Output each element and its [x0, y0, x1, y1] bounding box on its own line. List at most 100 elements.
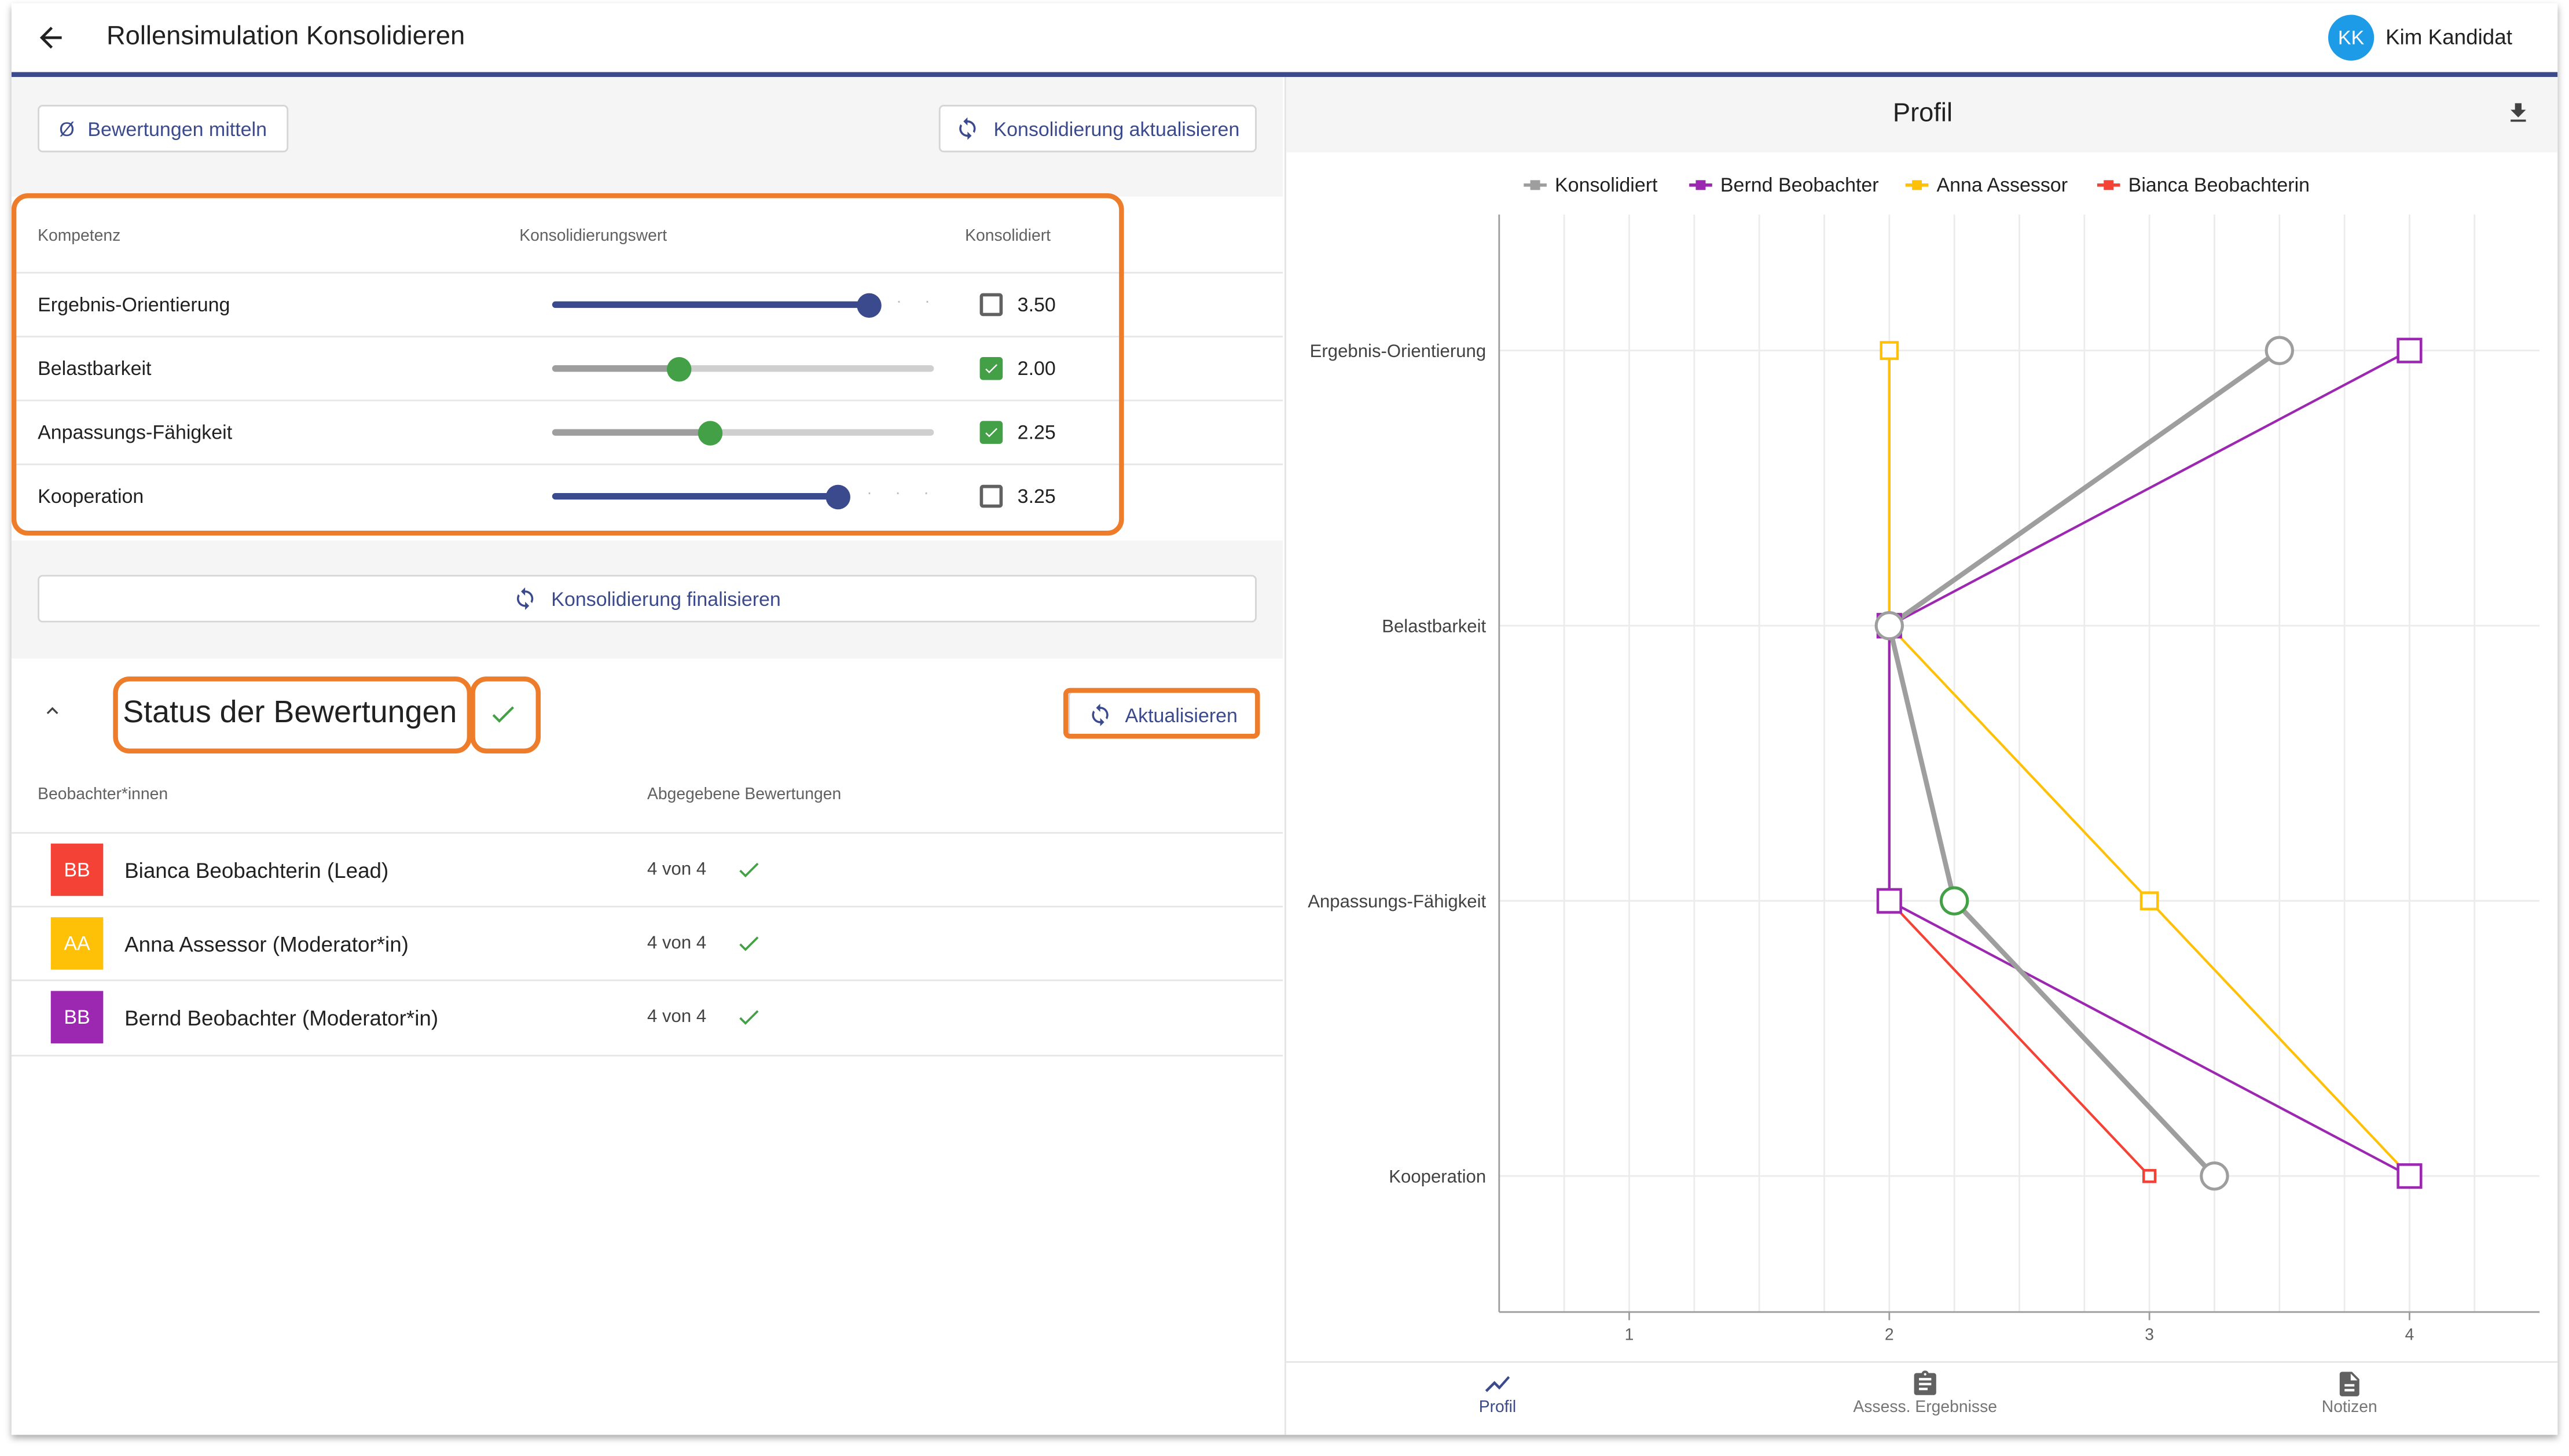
- observer-row: AA Anna Assessor (Moderator*in) 4 von 4: [11, 906, 1283, 981]
- x-tick-label: 4: [2405, 1325, 2414, 1343]
- highlight-frame: [470, 676, 541, 753]
- consolidated-checkbox[interactable]: [979, 484, 1003, 508]
- observer-row: BB Bernd Beobachter (Moderator*in) 4 von…: [11, 979, 1283, 1057]
- slider-track-filled: [552, 429, 711, 436]
- check-icon: [985, 364, 998, 374]
- slider-thumb[interactable]: [666, 357, 692, 382]
- x-tick-label: 2: [1885, 1325, 1894, 1343]
- chevron-up-icon[interactable]: [41, 700, 64, 723]
- data-point: [2200, 1161, 2229, 1191]
- slider-thumb[interactable]: [825, 484, 850, 510]
- app-window: Rollensimulation Konsolidieren KK Kim Ka…: [11, 3, 2558, 1435]
- profile-chart: 1 2 3 4 Ergebnis-Orientierung Belastbarkeit An…: [1308, 174, 2540, 1343]
- consolidation-value: 3.25: [1017, 484, 1056, 508]
- legend-marker: [1912, 180, 1922, 190]
- highlight-frame: [1063, 687, 1260, 739]
- category-label: Belastbarkeit: [1382, 616, 1486, 637]
- tab-profile[interactable]: Profil: [1430, 1369, 1565, 1435]
- data-point: [2142, 1169, 2157, 1183]
- check-icon: [492, 706, 515, 723]
- submitted-count: 4 von 4: [647, 859, 707, 880]
- slider-track-filled[interactable]: [552, 492, 839, 500]
- x-tick-label: 3: [2145, 1325, 2154, 1343]
- competence-table: Kompetenz Konsolidierungswert Konsolidie…: [11, 196, 1283, 541]
- clipboard-icon: [1914, 1370, 1936, 1395]
- data-point: [1939, 886, 1969, 915]
- series-line: [1888, 350, 2410, 1177]
- legend-entry: Anna Assessor: [1937, 174, 2068, 196]
- sync-icon: [1091, 704, 1108, 726]
- download-icon[interactable]: [2505, 100, 2531, 126]
- data-point: [1874, 611, 1904, 641]
- col-submitted: Abgegebene Bewertungen: [647, 786, 842, 804]
- observer-avatar: AA: [50, 917, 104, 970]
- data-point: [1876, 888, 1902, 914]
- slider-track-filled[interactable]: [552, 301, 870, 308]
- competence-row: Belastbarkeit 2.00: [11, 336, 1283, 401]
- legend-entry: Konsolidiert: [1555, 174, 1658, 196]
- tab-notes-label: Notizen: [2321, 1399, 2377, 1417]
- category-label: Kooperation: [1389, 1167, 1486, 1187]
- slider-thumb[interactable]: [857, 293, 882, 318]
- check-icon: [739, 936, 759, 951]
- competence-row: Ergebnis-Orientierung ·· 3.50: [11, 271, 1283, 337]
- legend-marker: [1695, 180, 1706, 190]
- observer-avatar: BB: [50, 991, 104, 1043]
- data-point: [2139, 891, 2159, 911]
- consolidated-checkbox[interactable]: [979, 293, 1003, 317]
- tab-results-label: Assess. Ergebnisse: [1853, 1399, 1997, 1417]
- status-title: Status der Bewertungen: [123, 696, 457, 731]
- slider-thumb[interactable]: [698, 421, 723, 446]
- observer-name: Bernd Beobachter (Moderator*in): [124, 1005, 439, 1031]
- col-consolidated: Konsolidiert: [965, 227, 1051, 246]
- consolidation-value: 2.00: [1017, 357, 1056, 380]
- competence-label: Kooperation: [38, 484, 144, 508]
- legend-marker: [1530, 180, 1540, 190]
- highlight-frame: [11, 193, 1124, 536]
- consolidated-checkbox[interactable]: [979, 421, 1003, 444]
- average-icon: Ø: [59, 117, 75, 140]
- chart-line-icon: [1485, 1376, 1510, 1392]
- data-point: [2396, 1163, 2423, 1189]
- app-bar: Rollensimulation Konsolidieren KK Kim Ka…: [11, 3, 2558, 78]
- document-icon: [2339, 1372, 2359, 1396]
- x-tick-label: 1: [1625, 1325, 1634, 1343]
- tab-results[interactable]: Assess. Ergebnisse: [1835, 1369, 2015, 1435]
- series-line: [1888, 349, 2410, 1178]
- legend-entry: Bianca Beobachterin: [2128, 174, 2310, 196]
- update-consolidation-label: Konsolidierung aktualisieren: [993, 117, 1240, 140]
- category-label: Anpassungs-Fähigkeit: [1308, 891, 1486, 911]
- data-point: [1880, 341, 1899, 361]
- slider-track[interactable]: [552, 365, 934, 372]
- profile-panel: Profil 1 2 3 4 Ergebnis-Orientierung Belastba…: [1284, 77, 2558, 1435]
- competence-label: Anpassungs-Fähigkeit: [38, 421, 233, 444]
- competence-label: Ergebnis-Orientierung: [38, 293, 230, 317]
- col-consolidation-value: Konsolidierungswert: [519, 227, 667, 246]
- data-point: [2265, 336, 2294, 365]
- consolidation-value: 2.25: [1017, 421, 1056, 444]
- finalize-consolidation-button[interactable]: Konsolidierung finalisieren: [38, 575, 1257, 623]
- tab-notes[interactable]: Notizen: [2292, 1369, 2407, 1435]
- series-line: [1887, 348, 2281, 1178]
- slider-track[interactable]: [552, 429, 934, 436]
- refresh-status-label: Aktualisieren: [1125, 703, 1238, 727]
- observer-name: Anna Assessor (Moderator*in): [124, 932, 409, 957]
- user-name[interactable]: Kim Kandidat: [2386, 24, 2512, 49]
- update-consolidation-button[interactable]: Konsolidierung aktualisieren: [938, 105, 1257, 153]
- check-icon: [985, 428, 998, 437]
- average-ratings-button[interactable]: Ø Bewertungen mitteln: [38, 105, 289, 153]
- average-ratings-label: Bewertungen mitteln: [87, 117, 267, 140]
- check-icon: [739, 862, 759, 878]
- observer-row: BB Bianca Beobachterin (Lead) 4 von 4: [11, 832, 1283, 907]
- category-label: Ergebnis-Orientierung: [1310, 341, 1487, 361]
- observer-name: Bianca Beobachterin (Lead): [124, 858, 389, 883]
- slider-dots: ···: [867, 484, 952, 503]
- submitted-count: 4 von 4: [647, 1007, 707, 1027]
- user-avatar[interactable]: KK: [2328, 14, 2375, 61]
- competence-row: Kooperation ··· 3.25: [11, 464, 1283, 529]
- submitted-count: 4 von 4: [647, 933, 707, 954]
- arrow-back-icon[interactable]: [34, 21, 67, 54]
- slider-dots: ··: [896, 293, 953, 311]
- competence-row: Anpassungs-Fähigkeit 2.25: [11, 399, 1283, 465]
- consolidated-checkbox[interactable]: [979, 357, 1003, 380]
